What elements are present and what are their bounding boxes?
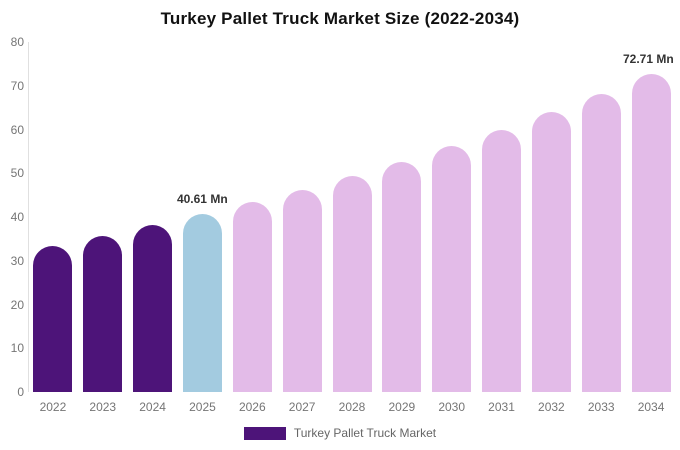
y-axis-label-60: 60 bbox=[10, 122, 24, 137]
x-axis-label-2026: 2026 bbox=[238, 400, 266, 414]
bar-2034[interactable] bbox=[631, 73, 671, 392]
bar-2028[interactable] bbox=[332, 176, 372, 392]
x-axis-label-2033: 2033 bbox=[587, 400, 615, 414]
y-axis-label-30: 30 bbox=[10, 253, 24, 268]
y-axis-label-70: 70 bbox=[10, 78, 24, 93]
y-axis-label-50: 50 bbox=[10, 166, 24, 181]
y-axis-label-20: 20 bbox=[10, 297, 24, 312]
x-axis-label-2034: 2034 bbox=[637, 400, 665, 414]
x-axis-label-2022: 2022 bbox=[39, 400, 67, 414]
x-axis-label-2030: 2030 bbox=[438, 400, 466, 414]
x-axis-label-2024: 2024 bbox=[139, 400, 166, 414]
y-axis-label-0: 0 bbox=[17, 385, 24, 399]
bar-2022[interactable] bbox=[33, 245, 73, 392]
x-axis-label-2032: 2032 bbox=[538, 400, 565, 414]
x-axis-label-2025: 2025 bbox=[189, 400, 216, 414]
y-axis-label-10: 10 bbox=[10, 341, 24, 356]
bar-2032[interactable] bbox=[531, 112, 571, 392]
bar-2027[interactable] bbox=[282, 189, 322, 392]
bar-2030[interactable] bbox=[432, 146, 472, 392]
legend-swatch bbox=[243, 426, 286, 440]
bar-2026[interactable] bbox=[232, 202, 272, 392]
chart-title: Turkey Pallet Truck Market Size (2022-20… bbox=[160, 9, 520, 28]
data-label-2025: 40.61 Mn bbox=[176, 192, 228, 207]
legend-label: Turkey Pallet Truck Market bbox=[293, 426, 437, 440]
x-axis-label-2028: 2028 bbox=[338, 400, 366, 414]
bar-2029[interactable] bbox=[382, 161, 422, 392]
y-axis-line bbox=[28, 42, 29, 392]
x-axis-label-2031: 2031 bbox=[488, 400, 515, 414]
y-axis-label-80: 80 bbox=[10, 35, 24, 49]
x-axis-label-2027: 2027 bbox=[288, 400, 316, 414]
y-axis-label-40: 40 bbox=[10, 210, 24, 224]
legend-item[interactable]: Turkey Pallet Truck Market bbox=[0, 426, 680, 440]
bar-2024[interactable] bbox=[133, 225, 173, 392]
x-axis-label-2023: 2023 bbox=[89, 400, 117, 414]
bar-2025[interactable] bbox=[182, 214, 222, 392]
data-label-2034: 72.71 Mn bbox=[623, 51, 674, 66]
bar-2023[interactable] bbox=[83, 235, 123, 392]
bar-2033[interactable] bbox=[581, 93, 621, 392]
bar-2031[interactable] bbox=[482, 129, 522, 392]
x-axis-label-2029: 2029 bbox=[388, 400, 416, 414]
